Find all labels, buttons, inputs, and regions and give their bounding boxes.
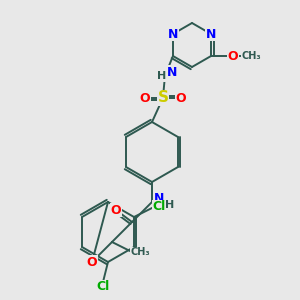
Text: Cl: Cl (152, 200, 166, 214)
Text: CH₃: CH₃ (241, 51, 261, 61)
Text: H: H (157, 71, 167, 81)
Text: CH₃: CH₃ (130, 247, 150, 257)
Text: Cl: Cl (96, 280, 110, 293)
Text: O: O (176, 92, 186, 104)
Text: O: O (111, 203, 121, 217)
Text: H: H (165, 200, 175, 210)
Text: O: O (87, 256, 97, 268)
Text: N: N (154, 193, 164, 206)
Text: O: O (228, 50, 238, 62)
Text: N: N (168, 28, 178, 40)
Text: N: N (167, 65, 177, 79)
Text: S: S (158, 91, 168, 106)
Text: N: N (206, 28, 216, 40)
Text: O: O (140, 92, 150, 104)
